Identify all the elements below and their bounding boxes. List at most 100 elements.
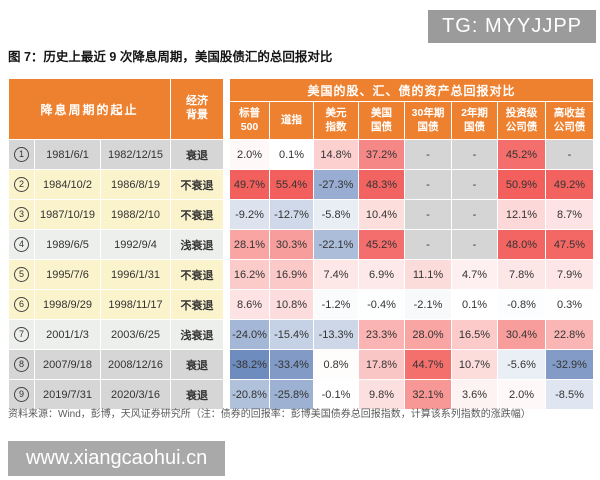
return-cell: 0.8% bbox=[313, 349, 359, 380]
cycle-number-cell: 5 bbox=[8, 259, 35, 290]
return-cell: 44.7% bbox=[404, 349, 452, 380]
economy-column-header: 经济 背景 bbox=[170, 78, 230, 140]
return-cell: 4.7% bbox=[451, 259, 498, 290]
tg-badge: TG: MYYJJPP bbox=[428, 10, 596, 43]
return-cell: -8.5% bbox=[545, 379, 594, 410]
return-cell: 0.3% bbox=[545, 289, 594, 320]
asset-column-header: 2年期 国债 bbox=[451, 101, 498, 140]
return-cell: 6.9% bbox=[358, 259, 405, 290]
return-cell: 45.2% bbox=[358, 229, 405, 260]
return-cell: 28.1% bbox=[226, 229, 270, 260]
return-cell: 50.9% bbox=[497, 169, 546, 200]
return-cell: -5.8% bbox=[313, 199, 359, 230]
return-cell: 30.3% bbox=[269, 229, 314, 260]
asset-column-header: 美元 指数 bbox=[313, 101, 359, 140]
return-cell: -0.4% bbox=[358, 289, 405, 320]
return-cell: 23.3% bbox=[358, 319, 405, 350]
cycle-number-cell: 6 bbox=[8, 289, 35, 320]
return-cell: 3.6% bbox=[451, 379, 498, 410]
figure-title: 图 7：历史上最近 9 次降息周期，美国股债汇的总回报对比 bbox=[8, 50, 333, 64]
return-cell: - bbox=[451, 229, 498, 260]
return-cell: 7.9% bbox=[545, 259, 594, 290]
return-cell: 8.6% bbox=[226, 289, 270, 320]
return-cell: -12.7% bbox=[269, 199, 314, 230]
cycle-end-date: 1986/8/19 bbox=[100, 169, 171, 200]
return-cell: 10.7% bbox=[451, 349, 498, 380]
cycle-start-date: 1981/6/1 bbox=[34, 139, 101, 170]
source-note: 资料来源：Wind，彭博，天风证券研究所（注：债券的回报率：彭博美国债券总回报指… bbox=[8, 409, 531, 420]
asset-column-header: 美国 国债 bbox=[358, 101, 405, 140]
watermark: www.xiangcaohui.cn bbox=[8, 441, 226, 476]
economy-cell: 衰退 bbox=[170, 349, 230, 380]
return-cell: 8.7% bbox=[545, 199, 594, 230]
return-cell: 55.4% bbox=[269, 169, 314, 200]
return-cell: 45.2% bbox=[497, 139, 546, 170]
table-row: 5 1995/7/6 1996/1/31 不衰退 16.2% 16.9% 7.4% 6.9% 1… bbox=[8, 259, 594, 290]
cycle-number-cell: 2 bbox=[8, 169, 35, 200]
return-cell: -0.1% bbox=[313, 379, 359, 410]
cycle-start-date: 1984/10/2 bbox=[34, 169, 101, 200]
cycle-start-date: 1987/10/19 bbox=[34, 199, 101, 230]
cycle-end-date: 2020/3/16 bbox=[100, 379, 171, 410]
return-cell: 28.0% bbox=[404, 319, 452, 350]
return-cell: 2.0% bbox=[226, 139, 270, 170]
cycle-number: 8 bbox=[14, 357, 29, 372]
cycle-end-date: 2003/6/25 bbox=[100, 319, 171, 350]
cycle-number: 5 bbox=[14, 267, 29, 282]
return-cell: -13.3% bbox=[313, 319, 359, 350]
asset-column-header: 标普 500 bbox=[226, 101, 270, 140]
economy-cell: 衰退 bbox=[170, 379, 230, 410]
return-cell: 49.7% bbox=[226, 169, 270, 200]
return-cell: 0.1% bbox=[451, 289, 498, 320]
return-cell: - bbox=[451, 169, 498, 200]
return-cell: -33.4% bbox=[269, 349, 314, 380]
cycle-number: 9 bbox=[14, 387, 29, 402]
cycle-number-cell: 3 bbox=[8, 199, 35, 230]
asset-header-row: 标普 500 道指 美元 指数 美国 国债 30年期 国债 2年期 国债 投资级 公司债 高收… bbox=[9, 101, 594, 140]
cycle-number-cell: 9 bbox=[8, 379, 35, 410]
return-cell: 11.1% bbox=[404, 259, 452, 290]
table-row: 7 2001/1/3 2003/6/25 浅衰退 -24.0% -15.4% -13.3% 2… bbox=[8, 319, 594, 350]
cycle-column-header: 降息周期的起止 bbox=[8, 78, 171, 140]
table-row: 4 1989/6/5 1992/9/4 浅衰退 28.1% 30.3% -22.1% 45.2… bbox=[8, 229, 594, 260]
cycle-start-date: 1989/6/5 bbox=[34, 229, 101, 260]
return-cell: -24.0% bbox=[226, 319, 270, 350]
cycle-start-date: 2001/1/3 bbox=[34, 319, 101, 350]
return-cell: 30.4% bbox=[497, 319, 546, 350]
return-cell: -32.9% bbox=[545, 349, 594, 380]
cycle-end-date: 1988/2/10 bbox=[100, 199, 171, 230]
table-body: 1 1981/6/1 1982/12/15 衰退 2.0% 0.1% 14.8% 37.2% -… bbox=[8, 139, 594, 410]
cycle-end-date: 1992/9/4 bbox=[100, 229, 171, 260]
economy-cell: 衰退 bbox=[170, 139, 230, 170]
return-cell: 9.8% bbox=[358, 379, 405, 410]
return-cell: - bbox=[404, 199, 452, 230]
asset-column-header: 投资级 公司债 bbox=[497, 101, 546, 140]
cycle-number-cell: 8 bbox=[8, 349, 35, 380]
cycle-end-date: 1998/11/17 bbox=[100, 289, 171, 320]
economy-cell: 不衰退 bbox=[170, 169, 230, 200]
economy-cell: 浅衰退 bbox=[170, 229, 230, 260]
return-cell: -27.3% bbox=[313, 169, 359, 200]
return-cell: 16.2% bbox=[226, 259, 270, 290]
cycle-number: 4 bbox=[14, 237, 29, 252]
rate-cut-returns-table: 降息周期的起止 经济 背景 美国的股、汇、债的资产总回报对比 标普 500 道指美… bbox=[8, 78, 594, 410]
cycle-start-date: 2019/7/31 bbox=[34, 379, 101, 410]
return-cell: 14.8% bbox=[313, 139, 359, 170]
return-cell: - bbox=[451, 139, 498, 170]
return-cell: - bbox=[404, 169, 452, 200]
cycle-number-cell: 1 bbox=[8, 139, 35, 170]
banner-header: 美国的股、汇、债的资产总回报对比 bbox=[226, 78, 594, 102]
return-cell: 7.8% bbox=[497, 259, 546, 290]
economy-cell: 不衰退 bbox=[170, 259, 230, 290]
economy-cell: 不衰退 bbox=[170, 199, 230, 230]
cycle-number: 6 bbox=[14, 297, 29, 312]
return-cell: - bbox=[404, 139, 452, 170]
return-cell: 16.5% bbox=[451, 319, 498, 350]
return-cell: -5.6% bbox=[497, 349, 546, 380]
cycle-end-date: 1982/12/15 bbox=[100, 139, 171, 170]
return-cell: 16.9% bbox=[269, 259, 314, 290]
cycle-number: 3 bbox=[14, 207, 29, 222]
return-cell: - bbox=[451, 199, 498, 230]
return-cell: -2.1% bbox=[404, 289, 452, 320]
table-row: 9 2019/7/31 2020/3/16 衰退 -20.8% -25.8% -0.1% 9.… bbox=[8, 379, 594, 410]
